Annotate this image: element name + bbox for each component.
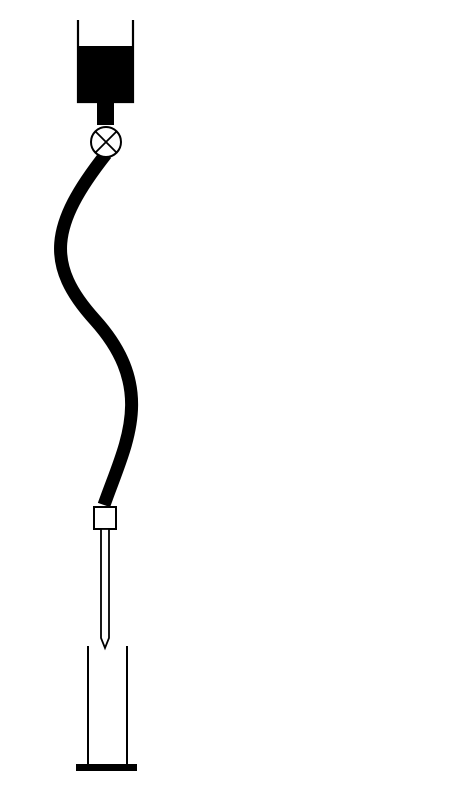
reservoir-liquid	[78, 46, 133, 102]
cylinder-wall	[87, 646, 128, 766]
valve-cross-b	[94, 130, 118, 154]
valve	[90, 126, 122, 158]
hose	[54, 149, 138, 508]
cannula-needle	[100, 528, 110, 651]
cannula	[93, 506, 117, 651]
cannula-hub	[93, 506, 117, 530]
hose-outline	[54, 149, 138, 508]
reservoir-outlet	[97, 102, 114, 125]
reservoir	[76, 20, 135, 125]
measuring-cylinder	[76, 646, 137, 771]
cylinder-base	[76, 764, 137, 771]
